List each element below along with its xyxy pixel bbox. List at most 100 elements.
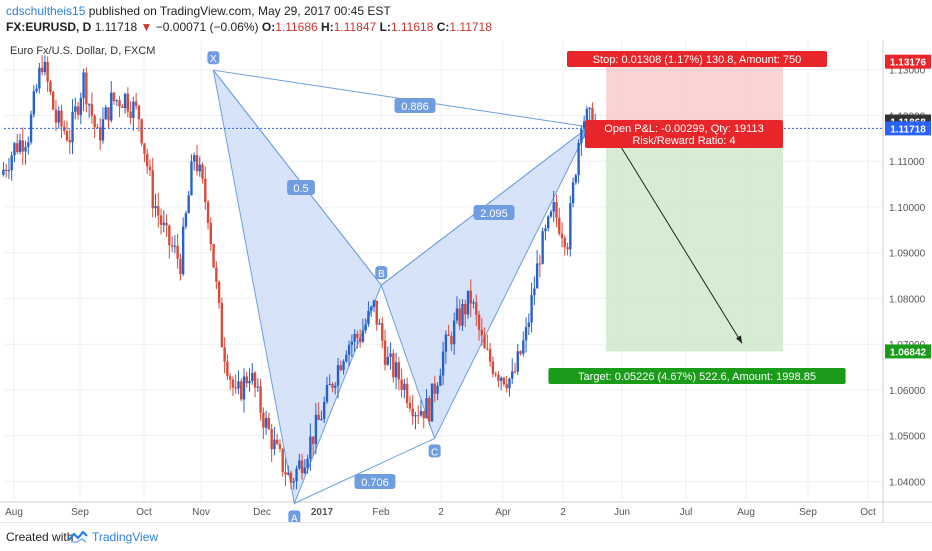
candle-body [345,354,348,362]
candle-body [18,140,22,153]
candle-body [121,106,124,109]
candle-body [93,115,96,128]
candle-body [115,100,118,102]
x-tick-label: Oct [860,507,876,518]
arrow-head-icon [736,335,742,344]
candle-body [74,106,77,112]
candle-body [405,383,409,403]
y-tick-label: 1.13000 [889,66,926,77]
candle-body [461,304,464,326]
candle-body [441,351,445,376]
candle-body [107,107,110,121]
candle-body [259,386,262,413]
candle-body [522,340,525,354]
candle-body [519,351,522,354]
pattern-point-marker[interactable] [428,444,441,458]
candle-body [428,398,431,422]
candle-body [588,107,591,109]
candle-body [511,371,514,379]
candle-body [314,414,318,444]
candle-body [585,108,589,122]
pattern-point-marker[interactable] [207,51,220,65]
x-tick-label: Sep [799,507,817,518]
candle-body [173,245,177,247]
candle-body [273,439,276,450]
candle-body [240,381,243,400]
candle-body [295,468,298,482]
candle-body [193,155,196,162]
candle-body [143,143,146,154]
candle-body [65,131,69,141]
target-zone [606,128,783,352]
ratio-label: 2.095 [480,208,508,220]
candle-body [190,161,193,196]
candle-body [530,295,533,323]
candle-body [320,418,323,421]
candle-body [417,415,420,417]
projection-arrow-line [611,132,743,344]
target-label-box [548,368,846,384]
candle-body [303,467,307,474]
candle-body [162,222,166,225]
candle-body [184,213,188,227]
x-tick-label: 2 [560,507,566,518]
candle-body [7,170,11,172]
pnl-label-text: Risk/Reward Ratio: 4 [632,135,735,147]
candle-body [29,114,33,143]
candle-body [535,263,539,289]
price-tag-text: 1.06842 [890,347,927,358]
price-tag-text: 1.13176 [890,58,927,69]
candle-body [82,72,85,99]
y-tick-label: 1.11000 [889,157,925,168]
tradingview-brand-link[interactable]: TradingView [92,530,159,544]
pnl-label-text: Open P&L: -0.00299, Qty: 19113 [604,123,763,135]
candle-body [179,258,182,275]
y-tick-label: 1.08000 [889,294,926,305]
candle-body [129,111,132,118]
candle-body [367,310,370,325]
y-tick-label: 1.09000 [889,249,926,260]
x-tick-label: Jul [680,507,693,518]
candle-body [27,142,30,147]
pattern-point-marker[interactable] [288,510,301,522]
candle-body [298,460,301,469]
x-tick-label: 2 [438,507,444,518]
candle-body [422,411,425,419]
author-link[interactable]: cdschultheis15 [6,4,86,18]
candle-body [237,381,240,389]
candle-body [146,153,149,167]
candle-body [198,164,201,172]
candle-body [57,110,60,123]
candle-body [253,372,257,388]
candle-body [212,243,215,268]
candle-body [455,308,459,321]
candle-body [403,383,406,390]
pattern-point-label: A [291,513,298,522]
pattern-line-xb [212,69,382,286]
candle-body [555,202,558,218]
candle-body [469,290,472,304]
ratio-label: 0.886 [401,101,429,113]
x-tick-label: Jun [614,507,630,518]
pattern-point-marker[interactable] [375,266,388,280]
price-chart[interactable]: 1.130001.120001.110001.100001.090001.080… [0,40,932,522]
candle-body [571,182,575,204]
x-tick-label: 2017 [311,507,334,518]
candle-body [549,211,553,217]
created-with-text: Created with [6,530,74,544]
candle-body [2,169,5,175]
candle-body [46,61,49,82]
chart-title: Euro Fx/U.S. Dollar, D, FXCM [10,45,155,57]
candle-body [353,333,356,342]
candle-body [411,408,414,417]
candle-body [513,371,517,373]
open-label: O: [261,20,276,34]
candle-body [322,401,326,419]
x-tick-label: Apr [495,507,511,518]
candle-body [16,143,19,153]
x-tick-label: Oct [136,507,152,518]
candle-body [209,222,213,244]
candle-body [118,100,121,107]
open-value: 1.11686 [275,20,318,34]
candle-body [458,308,461,326]
